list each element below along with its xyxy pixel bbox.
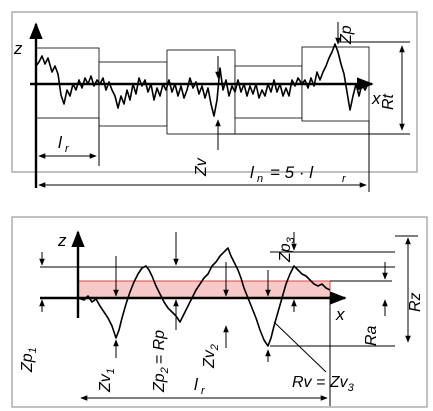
top-zv-label: Zv [193,157,210,177]
top-zp-label: Zp [338,25,355,45]
bottom-axis-z-label: z [57,231,67,250]
bottom-axis-x-label: x [335,305,345,324]
ln-label-sub: n [257,173,263,185]
top-panel: z x Zp Zv Rt l r l n = 5 · l r [11,11,418,192]
section-box-3 [166,49,236,135]
top-axis-x-label: x [371,89,381,108]
bottom-profile-line [77,247,331,347]
ln-label: l [250,163,255,182]
bottom-lr-label: l [194,375,199,394]
top-axis-z-label: z [13,39,23,58]
section-box-2 [98,61,168,127]
rv-label: Rv = Zv3 [292,374,355,394]
top-panel-frame [11,11,418,173]
ln-formula-sub: r [342,173,347,185]
top-profile-line [35,43,369,117]
rz-label: Rz [407,292,424,312]
ra-label: Ra [363,325,380,346]
rt-label: Rt [380,93,397,110]
ln-formula: = 5 · l [270,163,314,182]
zp1-label: Zp1 [19,347,39,373]
bottom-panel-frame [11,216,428,408]
lr-label: l [58,133,63,152]
lr-label-sub: r [65,143,70,155]
section-box-4 [234,65,303,119]
bottom-lr-label-sub: r [201,385,206,397]
zv1-label: Zv1 [97,368,117,393]
zv2-label: Zv2 [201,344,221,369]
bottom-panel: z x Zp1 Zv1 Zp2= Rp Zv2 Zp3 Ra [11,216,428,408]
rv-leader [273,321,327,373]
zp3-label: Zp3 [277,236,297,263]
zp2-label: Zp2= Rp [151,330,171,393]
